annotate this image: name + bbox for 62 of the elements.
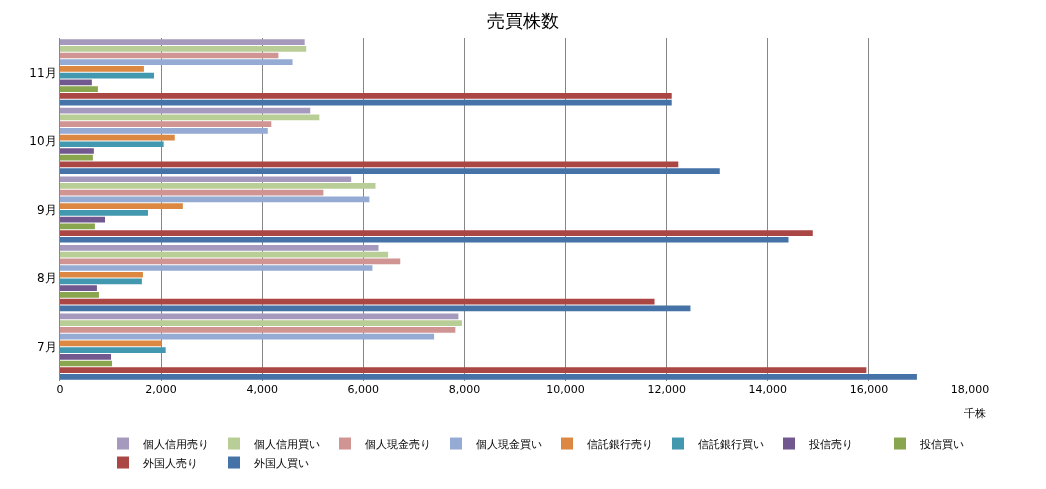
bar	[60, 107, 311, 114]
bar	[60, 353, 112, 360]
bar	[60, 148, 94, 154]
bar	[60, 210, 148, 216]
bar	[60, 244, 379, 251]
y-tick-label: 7月	[36, 339, 57, 354]
y-tick-label: 11月	[29, 65, 57, 80]
x-tick-label: 12,000	[647, 383, 686, 396]
x-tick-label: 16,000	[849, 383, 889, 396]
legend-label: 個人現金買い	[476, 437, 542, 451]
legend-label: 投信買い	[919, 437, 964, 451]
bar	[60, 183, 376, 189]
x-tick-label: 8,000	[448, 383, 481, 396]
bar	[60, 347, 166, 353]
x-tick-label: 10,000	[546, 383, 585, 396]
x-tick-label: 0	[56, 383, 64, 396]
x-axis-title: 千株	[964, 407, 986, 420]
x-tick-label: 2,000	[145, 383, 177, 396]
bar	[60, 236, 789, 243]
bar	[60, 127, 268, 134]
bar	[60, 230, 813, 236]
bar	[60, 367, 867, 374]
bar	[60, 271, 143, 278]
bar	[60, 168, 720, 175]
bar	[60, 258, 401, 265]
bar	[60, 121, 272, 127]
bar	[60, 320, 462, 327]
x-tick-label: 18,000	[950, 383, 990, 396]
x-tick-label: 4,000	[246, 383, 278, 396]
bar	[60, 285, 97, 292]
legend-label: 信託銀行売り	[587, 437, 653, 451]
chart-title: 売買株数	[487, 10, 559, 32]
bar	[60, 374, 917, 380]
bar	[60, 59, 293, 66]
y-tick-label: 10月	[29, 134, 57, 149]
bar	[60, 189, 324, 196]
bar	[60, 39, 305, 45]
bar	[60, 265, 373, 271]
bar	[60, 203, 183, 209]
bar	[60, 176, 352, 183]
bar	[60, 72, 155, 79]
legend-label: 外国人売り	[143, 456, 198, 470]
x-tick-label: 14,000	[748, 383, 788, 396]
bar	[60, 141, 164, 148]
bar	[60, 66, 144, 72]
x-tick-label: 6,000	[347, 383, 380, 396]
legend-label: 個人信用売り	[143, 437, 209, 451]
bar	[60, 45, 307, 52]
bar	[60, 154, 93, 161]
bar	[60, 223, 95, 230]
legend-label: 個人現金売り	[365, 437, 431, 451]
legend-label: 外国人買い	[254, 456, 309, 470]
bar	[60, 92, 672, 99]
bar	[60, 86, 98, 92]
legend-label: 投信売り	[808, 437, 853, 451]
y-tick-label: 8月	[36, 271, 57, 286]
y-tick-label: 9月	[36, 202, 57, 217]
bar	[60, 327, 456, 333]
bar	[60, 292, 99, 298]
legend-label: 信託銀行買い	[698, 437, 764, 451]
legend-label: 個人信用買い	[254, 437, 320, 451]
bar	[60, 340, 162, 347]
